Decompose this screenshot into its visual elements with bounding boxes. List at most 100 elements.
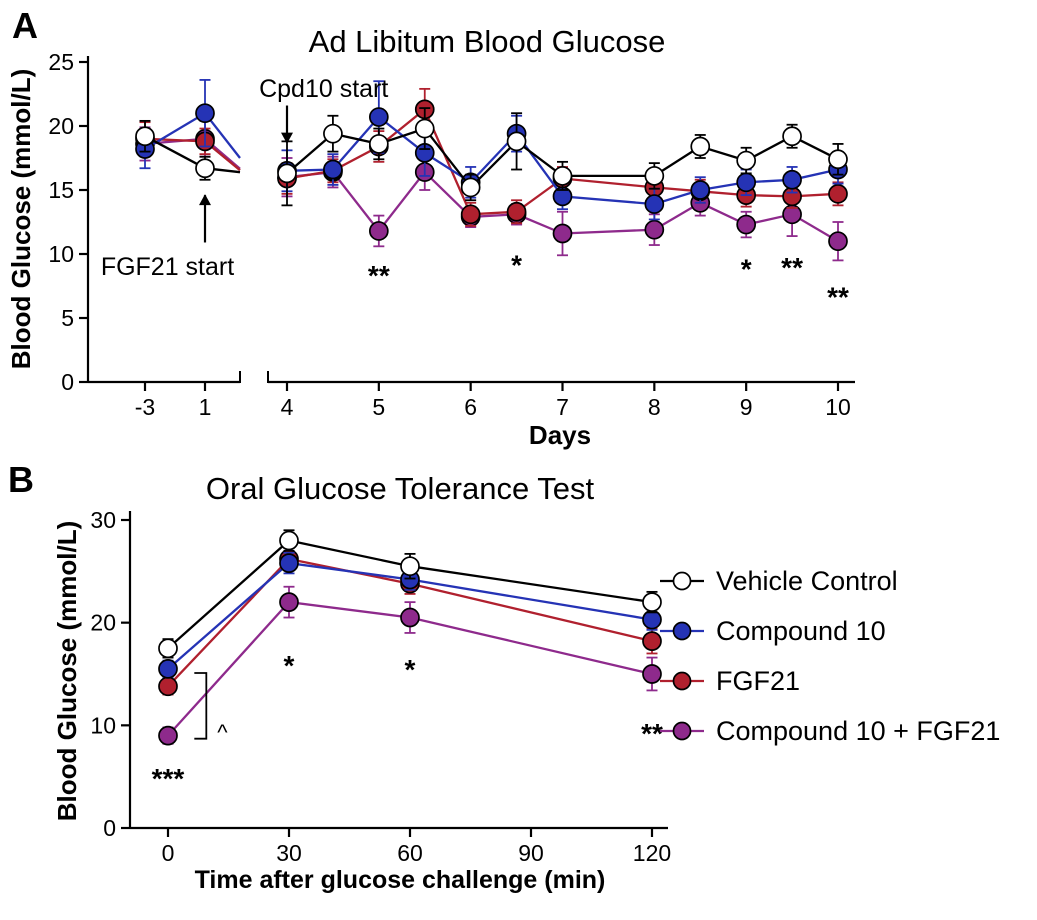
legend-label: Vehicle Control [716, 565, 898, 596]
x-tick-label: 5 [372, 394, 385, 420]
x-tick-label: -3 [135, 394, 155, 420]
legend-marker-icon [660, 621, 704, 641]
ad-libitum-blood-glucose-chart: Ad Libitum Blood Glucose Blood Glucose (m… [6, 24, 855, 450]
data-point-compound-10 [195, 103, 215, 124]
data-point-compound-10-fgf21 [368, 221, 389, 241]
significance-stars: * [284, 650, 295, 681]
legend-marker-circle [672, 721, 692, 741]
x-tick-label: 8 [648, 394, 661, 420]
data-point-vehicle-control [690, 136, 711, 157]
legend-label: FGF21 [716, 665, 801, 696]
series-line-compound-10-fgf21 [167, 600, 653, 737]
data-point-compound-10-fgf21 [736, 214, 757, 235]
legend-marker-icon [660, 721, 704, 741]
x-tick-label: 60 [397, 840, 423, 866]
data-point-vehicle-control [135, 126, 155, 147]
chart-title: Oral Glucose Tolerance Test [206, 471, 595, 506]
x-axis-label: Days [529, 420, 591, 450]
data-point-fgf21 [642, 631, 662, 651]
data-point-vehicle-control [277, 163, 297, 184]
data-point-fgf21 [828, 183, 848, 204]
data-point-compound-10 [644, 194, 665, 214]
comparison-bracket [194, 672, 208, 740]
oral-glucose-tolerance-test-chart: Oral Glucose Tolerance Test Blood Glucose… [52, 471, 671, 894]
y-tick-label: 10 [90, 712, 116, 738]
legend-item-vehicle-control: Vehicle Control [658, 556, 1000, 606]
data-point-compound-10 [690, 180, 711, 200]
data-point-vehicle-control [323, 123, 343, 144]
legend-marker-circle [672, 621, 692, 641]
data-point-vehicle-control [552, 166, 573, 186]
data-point-fgf21 [460, 204, 481, 225]
data-point-compound-10-fgf21 [552, 223, 573, 244]
series-line-compound-10-fgf21 [144, 137, 839, 243]
data-point-compound-10-fgf21 [158, 725, 178, 746]
data-point-vehicle-control [158, 638, 178, 659]
data-point-vehicle-control [644, 166, 665, 186]
data-point-fgf21 [506, 201, 527, 222]
legend-marker-circle [672, 671, 692, 691]
annotation-arrowhead [199, 194, 211, 206]
data-point-compound-10 [158, 659, 178, 679]
data-point-compound-10-fgf21 [828, 231, 848, 252]
significance-stars: ** [641, 718, 663, 749]
data-point-vehicle-control [460, 177, 481, 198]
significance-stars: * [405, 654, 416, 685]
series-line-compound-10 [144, 111, 839, 206]
data-point-compound-10-fgf21 [400, 607, 420, 628]
x-axis-label: Time after glucose challenge (min) [195, 866, 606, 894]
y-tick-label: 0 [61, 369, 74, 395]
data-point-compound-10-fgf21 [644, 219, 665, 240]
annotation-arrowhead [281, 132, 293, 144]
x-tick-label: 1 [199, 394, 212, 420]
y-tick-label: 15 [48, 177, 74, 203]
x-tick-label: 0 [162, 840, 175, 866]
y-tick-label: 20 [48, 113, 74, 139]
data-point-vehicle-control [736, 150, 757, 171]
legend-item-fgf21: FGF21 [658, 656, 1000, 706]
data-point-vehicle-control [368, 134, 389, 154]
legend-marker-icon [660, 571, 704, 591]
data-point-vehicle-control [400, 556, 420, 577]
legend-marker-circle [672, 571, 692, 591]
significance-stars: *** [152, 763, 185, 794]
series-line-vehicle-control [167, 539, 653, 650]
x-tick-label: 9 [740, 394, 753, 420]
data-point-compound-10-fgf21 [642, 664, 662, 684]
series-line-compound-10 [167, 561, 653, 670]
data-point-vehicle-control [506, 131, 527, 152]
x-tick-label: 120 [633, 840, 671, 866]
panel-label-a: A [12, 5, 38, 46]
annotation-label: FGF21 start [101, 253, 234, 281]
x-tick-label: 7 [556, 394, 569, 420]
data-point-vehicle-control [828, 149, 848, 170]
x-tick-label: 6 [464, 394, 477, 420]
significance-stars: ** [781, 252, 803, 283]
significance-stars: ** [827, 282, 849, 313]
series-line-vehicle-control [144, 127, 839, 190]
legend-item-compound-10: Compound 10 [658, 606, 1000, 656]
data-point-vehicle-control [642, 592, 662, 612]
data-point-compound-10 [736, 172, 757, 193]
y-tick-label: 10 [48, 241, 74, 267]
legend-label: Compound 10 + FGF21 [716, 715, 1001, 746]
data-point-compound-10 [323, 159, 343, 180]
data-point-compound-10 [368, 107, 389, 127]
significance-stars: * [741, 253, 752, 284]
y-axis-label: Blood Glucose (mmol/L) [6, 69, 36, 369]
panel-label-b: B [8, 459, 34, 500]
x-tick-label: 30 [276, 840, 302, 866]
x-tick-label: 90 [518, 840, 544, 866]
legend-marker-icon [660, 671, 704, 691]
x-tick-label: 4 [281, 394, 294, 420]
data-point-vehicle-control [782, 126, 802, 147]
y-tick-label: 25 [48, 49, 74, 75]
legend-item-compound-10-fgf21: Compound 10 + FGF21 [658, 706, 1000, 756]
data-point-compound-10 [782, 169, 802, 190]
y-tick-label: 30 [90, 507, 116, 533]
y-tick-label: 5 [61, 305, 74, 331]
data-point-vehicle-control [195, 158, 215, 179]
y-axis-label: Blood Glucose (mmol/L) [52, 521, 82, 821]
significance-stars: * [511, 250, 522, 281]
x-tick-label: 10 [825, 394, 851, 420]
